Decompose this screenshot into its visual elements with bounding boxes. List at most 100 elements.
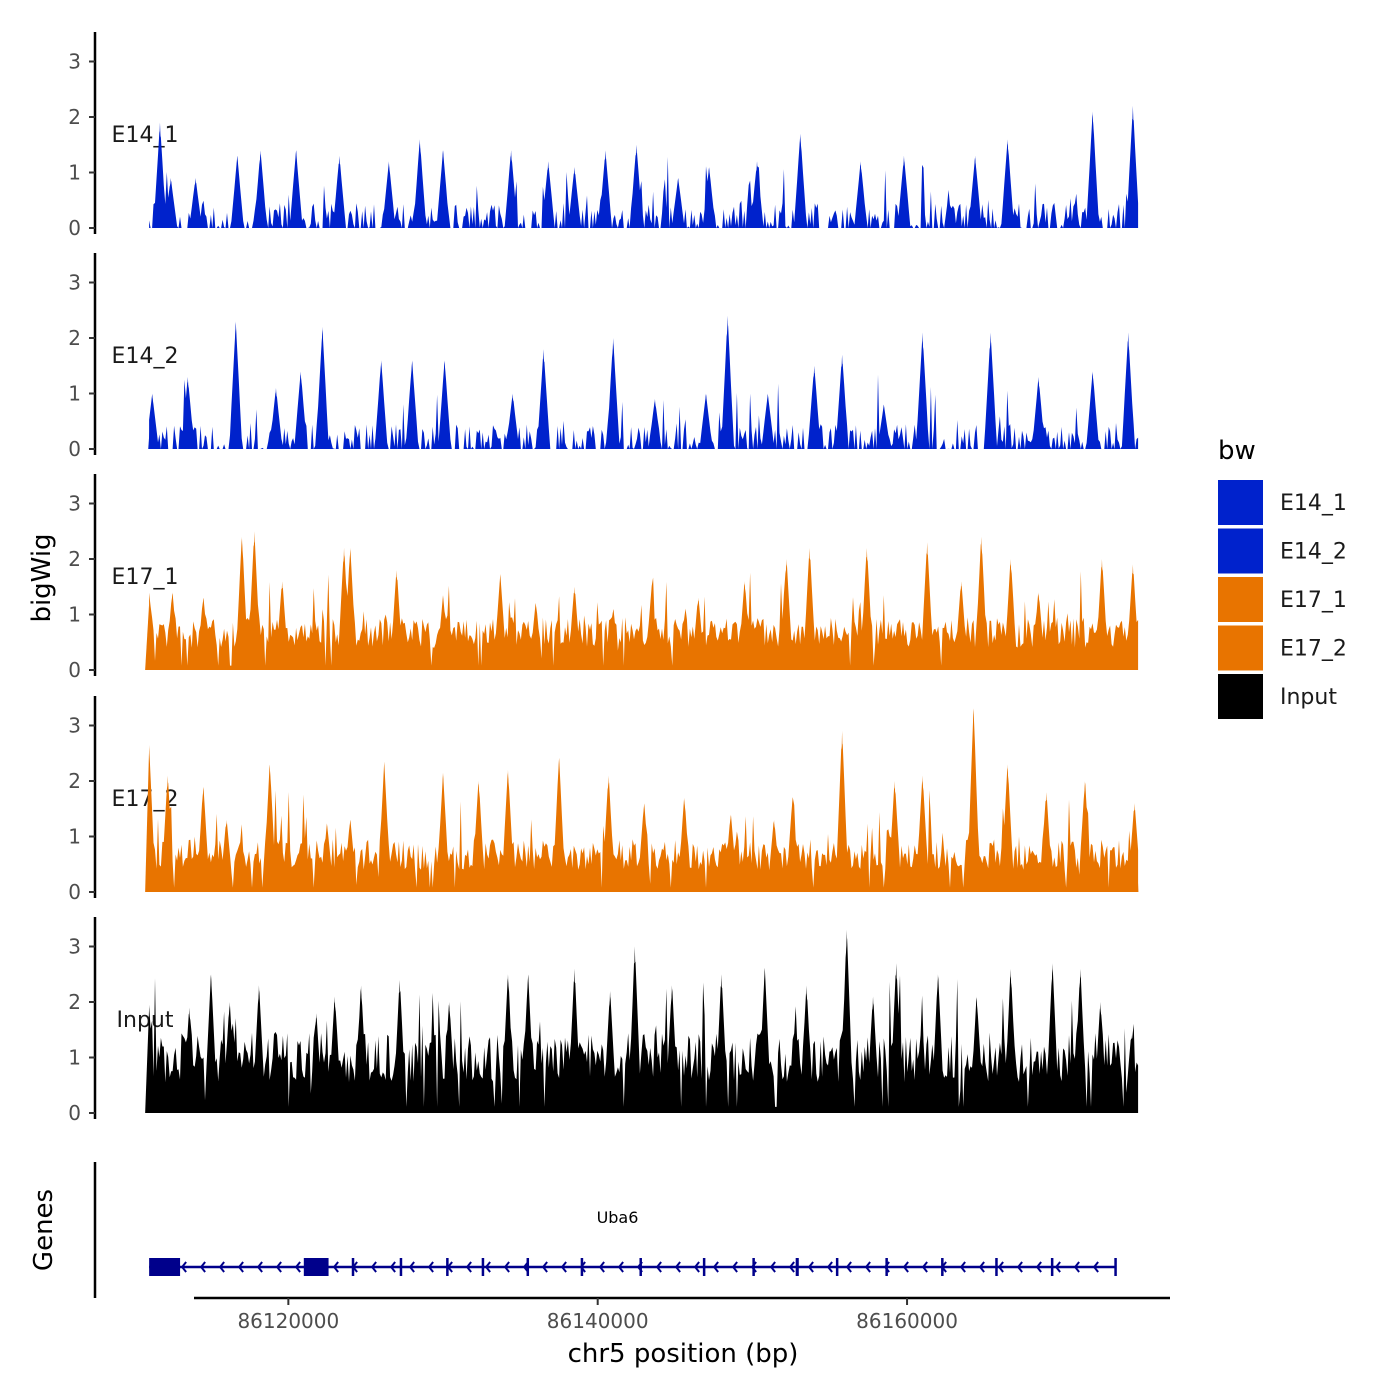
coverage-peak: [508, 393, 517, 449]
panel-E14_1: 0 1 2 3 E14_1: [68, 32, 1139, 240]
exon: [835, 1258, 839, 1276]
coverage-peak: [856, 161, 865, 228]
coverage-peak: [1003, 764, 1012, 892]
y-tick-label: 3: [68, 50, 81, 74]
panel-Input: 0 1 2 3 Input: [68, 917, 1139, 1125]
coverage-peak: [726, 814, 735, 892]
exon: [995, 1258, 998, 1276]
y-tick-label: 0: [68, 216, 81, 240]
exon: [941, 1258, 944, 1276]
coverage-peak: [969, 708, 978, 892]
coverage-peak: [674, 178, 683, 228]
coverage-peak: [933, 974, 942, 1113]
strand-arrow: [370, 1261, 377, 1273]
coverage-peak: [570, 586, 579, 670]
x-axis: 86120000 86140000 86160000: [194, 1296, 1170, 1333]
track-label: E14_2: [112, 344, 179, 369]
coverage-peak: [199, 786, 208, 892]
coverage-peak: [918, 332, 927, 449]
strand-arrow: [845, 1261, 852, 1273]
coverage-peak: [977, 536, 986, 670]
strand-arrow: [978, 1261, 985, 1273]
coverage-area-E17_2: [149, 708, 1139, 892]
coverage-peak: [265, 764, 274, 892]
exon: [351, 1258, 355, 1276]
y-tick-label: 3: [68, 271, 81, 295]
coverage-peak: [609, 338, 618, 449]
coverage-peak: [972, 996, 981, 1113]
strand-arrow: [275, 1261, 282, 1273]
coverage-peak: [957, 581, 966, 670]
coverage-peak: [892, 963, 901, 1113]
strand-arrow: [294, 1261, 301, 1273]
coverage-peak: [694, 597, 703, 670]
coverage-peak: [254, 985, 263, 1113]
coverage-peak: [145, 1007, 154, 1113]
y-tick-label: 3: [68, 935, 81, 959]
coverage-peak: [392, 570, 401, 670]
coverage-peak: [507, 150, 516, 228]
strand-arrow: [598, 1261, 605, 1273]
strand-arrow: [864, 1261, 871, 1273]
coverage-peak: [810, 365, 819, 449]
coverage-peak: [191, 178, 200, 228]
exon: [580, 1258, 584, 1276]
y-tick-label: 1: [68, 161, 81, 185]
coverage-peak: [1042, 792, 1051, 892]
legend-label: Input: [1280, 685, 1337, 710]
coverage-peak: [296, 1063, 305, 1113]
strand-arrow: [1035, 1261, 1042, 1273]
y-tick-label: 2: [68, 326, 81, 350]
coverage-peak: [231, 321, 240, 449]
track-label: Input: [117, 1008, 174, 1033]
coverage-peak: [555, 758, 564, 892]
coverage-peak: [1048, 963, 1057, 1113]
coverage-peak: [632, 144, 641, 228]
coverage-peak: [166, 178, 175, 228]
exon: [1050, 1258, 1054, 1276]
coverage-peak: [335, 155, 344, 228]
strand-arrow: [408, 1261, 415, 1273]
coverage-peak: [1006, 968, 1015, 1113]
coverage-peak: [601, 150, 610, 228]
coverage-peak: [278, 581, 287, 670]
coverage-peak: [1034, 592, 1043, 670]
coverage-peak: [163, 775, 172, 892]
coverage-peak: [796, 133, 805, 228]
coverage-peak: [222, 819, 231, 892]
y-tick-label: 3: [68, 714, 81, 738]
coverage-peak: [1003, 139, 1012, 228]
coverage-peak: [445, 1002, 454, 1113]
coverage-peak: [606, 990, 615, 1113]
coverage-peak: [524, 974, 533, 1113]
coverage-peak: [1080, 781, 1089, 892]
coverage-peak: [415, 139, 424, 228]
coverage-peak: [1127, 1035, 1136, 1113]
strand-arrow: [921, 1261, 928, 1273]
strand-arrow: [332, 1261, 339, 1273]
strand-arrow: [617, 1261, 624, 1273]
strand-arrow: [199, 1261, 206, 1273]
coverage-peak: [346, 547, 355, 670]
coverage-peak: [380, 764, 389, 892]
coverage-peak: [782, 559, 791, 670]
coverage-peak: [168, 592, 177, 670]
strand-arrow: [541, 1261, 548, 1273]
coverage-peak: [237, 536, 246, 670]
coverage-peak: [503, 769, 512, 892]
coverage-peak: [570, 166, 579, 228]
coverage-peak: [717, 974, 726, 1113]
track-label: E14_1: [112, 123, 179, 148]
coverage-peak: [650, 399, 659, 449]
coverage-peak: [318, 326, 327, 449]
coverage-peak: [330, 996, 339, 1113]
y-tick-label: 1: [68, 382, 81, 406]
coverage-peak: [986, 332, 995, 449]
coverage-peak: [879, 404, 888, 449]
coverage-peak: [185, 1007, 194, 1113]
y-tick-label: 2: [68, 990, 81, 1014]
coverage-peak: [1088, 111, 1097, 228]
legend-label: E17_1: [1280, 588, 1347, 613]
coverage-peak: [1128, 564, 1137, 670]
gene-Uba6: Uba6: [149, 1208, 1117, 1276]
